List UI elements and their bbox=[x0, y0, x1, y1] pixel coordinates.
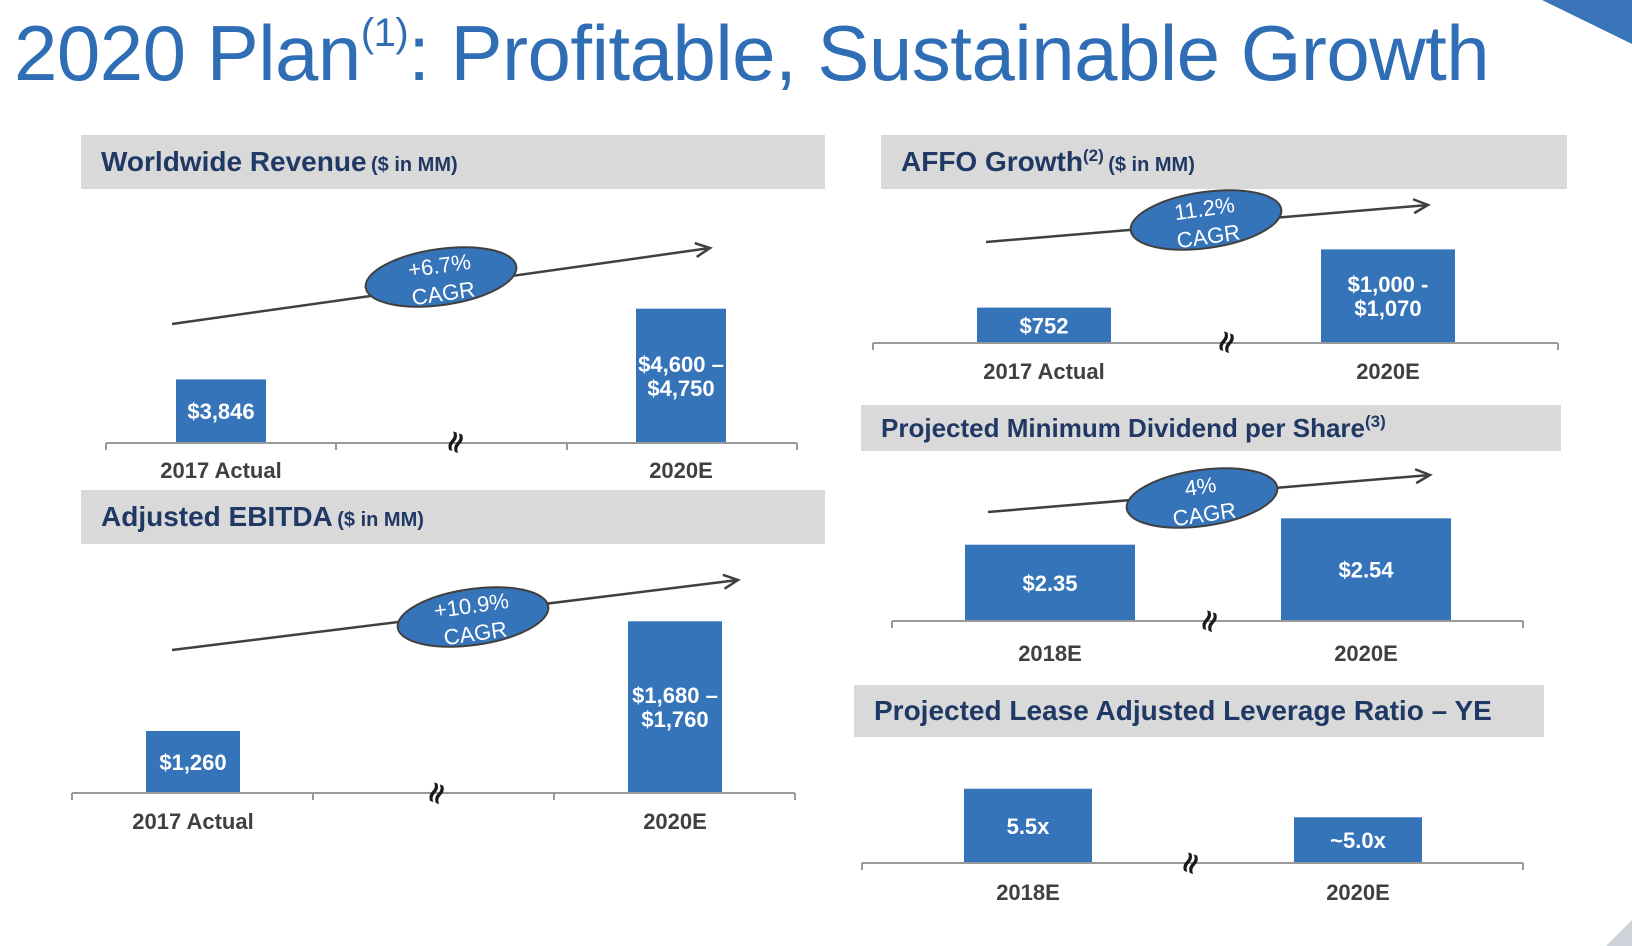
dividend-category-label: 2020E bbox=[1334, 641, 1398, 666]
leverage-bar bbox=[964, 788, 1092, 863]
ebitda-header: Adjusted EBITDA ($ in MM) bbox=[81, 490, 825, 544]
revenue-trend-arrowhead-icon bbox=[694, 241, 713, 258]
leverage-bar-value-label: 5.5x bbox=[1007, 814, 1051, 839]
page-title: 2020 Plan(1): Profitable, Sustainable Gr… bbox=[14, 9, 1490, 97]
leverage-header: Projected Lease Adjusted Leverage Ratio … bbox=[854, 685, 1544, 737]
ebitda-header-title: Adjusted EBITDA bbox=[101, 501, 333, 532]
revenue-header: Worldwide Revenue ($ in MM) bbox=[81, 135, 825, 189]
affo-category-label: 2020E bbox=[1356, 359, 1420, 384]
ebitda-cagr-badge: +10.9%CAGR bbox=[396, 586, 550, 650]
leverage-category-label: 2020E bbox=[1326, 880, 1390, 905]
revenue-chart-group: $3,846 2017 Actual $4,600 –$4,750 2020E ≈ +6.… bbox=[105, 241, 798, 483]
revenue-cagr-badge: +6.7%CAGR bbox=[364, 246, 518, 310]
revenue-bar-value-label: $3,846 bbox=[187, 399, 254, 424]
dividend-axis-break-icon: ≈ bbox=[1189, 603, 1230, 639]
dividend-bar-value-label: $2.35 bbox=[1022, 571, 1077, 596]
affo-bar-value-label: $1,070 bbox=[1354, 296, 1421, 321]
ebitda-bar bbox=[628, 621, 722, 793]
dividend-cagr-badge: 4%CAGR bbox=[1125, 467, 1279, 531]
revenue-category-label: 2017 Actual bbox=[160, 458, 281, 483]
affo-chart-group: $752 2017 Actual $1,000 -$1,070 2020E ≈11.2%… bbox=[872, 189, 1559, 384]
leverage-bar-value-label: ~5.0x bbox=[1330, 828, 1386, 853]
revenue-bar-value-label: $4,600 – bbox=[638, 352, 724, 377]
revenue-axis-break-icon: ≈ bbox=[435, 424, 476, 460]
affo-bar-value-label: $752 bbox=[1020, 313, 1069, 338]
ebitda-bar-value-label: $1,260 bbox=[159, 750, 226, 775]
dividend-bar bbox=[1281, 518, 1451, 621]
company-logo-mark bbox=[1606, 920, 1632, 946]
affo-bar bbox=[977, 307, 1111, 343]
leverage-axis-break-icon: ≈ bbox=[1170, 845, 1211, 881]
ebitda-category-label: 2017 Actual bbox=[132, 809, 253, 834]
affo-header-title: AFFO Growth bbox=[901, 146, 1083, 177]
revenue-bar bbox=[176, 379, 266, 443]
leverage-header-title: Projected Lease Adjusted Leverage Ratio … bbox=[874, 695, 1492, 726]
affo-bar bbox=[1321, 249, 1455, 343]
dividend-category-label: 2018E bbox=[1018, 641, 1082, 666]
revenue-bar bbox=[636, 308, 726, 443]
affo-bar-value-label: $1,000 - bbox=[1348, 272, 1429, 297]
revenue-header-unit: ($ in MM) bbox=[371, 154, 458, 176]
dividend-header: Projected Minimum Dividend per Share(3) bbox=[861, 405, 1561, 451]
ebitda-trend-arrowhead-icon bbox=[722, 573, 741, 590]
ebitda-category-label: 2020E bbox=[643, 809, 707, 834]
dividend-header-title: Projected Minimum Dividend per Share bbox=[881, 413, 1365, 443]
leverage-bar bbox=[1294, 817, 1422, 863]
dividend-cagr-oval bbox=[1125, 467, 1279, 529]
dividend-bar bbox=[965, 544, 1135, 621]
revenue-cagr-oval bbox=[364, 246, 518, 308]
leverage-chart-group: 5.5x 2018E ~5.0x 2020E ≈ bbox=[861, 788, 1524, 905]
affo-header: AFFO Growth(2) ($ in MM) bbox=[881, 135, 1567, 189]
affo-cagr-oval bbox=[1129, 189, 1283, 251]
dividend-chart-group: $2.35 2018E $2.54 2020E ≈4%CAGR bbox=[891, 467, 1524, 666]
revenue-bar-value-label: $4,750 bbox=[647, 376, 714, 401]
dividend-trend-arrowhead-icon bbox=[1414, 468, 1433, 485]
affo-header-unit: ($ in MM) bbox=[1108, 154, 1195, 176]
ebitda-axis-break-icon: ≈ bbox=[416, 775, 457, 811]
corner-accent bbox=[1542, 0, 1632, 44]
affo-category-label: 2017 Actual bbox=[983, 359, 1104, 384]
ebitda-cagr-oval bbox=[396, 586, 550, 648]
affo-header-sup: (2) bbox=[1082, 146, 1104, 165]
ebitda-chart-group: $1,260 2017 Actual $1,680 –$1,760 2020E ≈ +10… bbox=[71, 573, 796, 834]
dividend-cagr-label: 4% bbox=[1183, 472, 1218, 501]
leverage-category-label: 2018E bbox=[996, 880, 1060, 905]
revenue-category-label: 2020E bbox=[649, 458, 713, 483]
affo-axis-break-icon: ≈ bbox=[1206, 324, 1247, 360]
revenue-header-title: Worldwide Revenue bbox=[101, 146, 367, 177]
dividend-header-sup: (3) bbox=[1365, 412, 1386, 431]
affo-cagr-badge: 11.2%CAGR bbox=[1129, 189, 1283, 253]
ebitda-bar-value-label: $1,760 bbox=[641, 707, 708, 732]
ebitda-bar-value-label: $1,680 – bbox=[632, 683, 718, 708]
ebitda-header-unit: ($ in MM) bbox=[337, 509, 424, 531]
dividend-bar-value-label: $2.54 bbox=[1338, 558, 1394, 583]
ebitda-bar bbox=[146, 731, 240, 793]
affo-trend-arrowhead-icon bbox=[1412, 198, 1431, 215]
